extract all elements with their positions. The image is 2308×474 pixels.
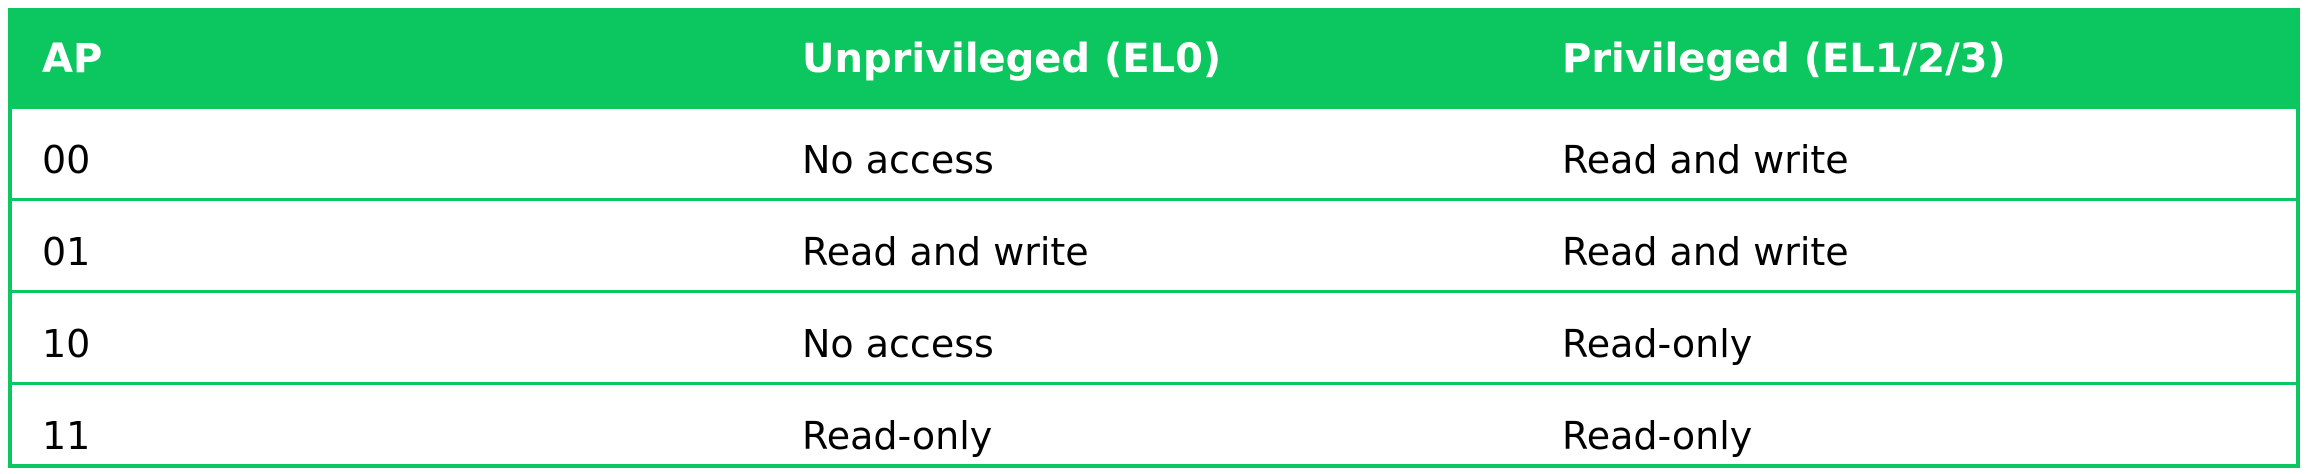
- header-privileged: Privileged (EL1/2/3): [1562, 36, 2006, 82]
- cell-ap: 11: [42, 413, 91, 458]
- cell-ap: 10: [42, 321, 91, 366]
- cell-ap: 01: [42, 229, 91, 274]
- cell-unprivileged: Read-only: [802, 413, 993, 458]
- table-row: 11 Read-only Read-only: [12, 382, 2296, 474]
- header-ap: AP: [42, 36, 103, 82]
- header-unprivileged: Unprivileged (EL0): [802, 36, 1222, 82]
- cell-unprivileged: Read and write: [802, 229, 1089, 274]
- table-row: 00 No access Read and write: [12, 106, 2296, 198]
- table-row: 10 No access Read-only: [12, 290, 2296, 382]
- cell-privileged: Read and write: [1562, 137, 1849, 182]
- cell-privileged: Read-only: [1562, 413, 1753, 458]
- cell-unprivileged: No access: [802, 137, 994, 182]
- ap-permissions-table: AP Unprivileged (EL0) Privileged (EL1/2/…: [8, 8, 2300, 468]
- table-header-row: AP Unprivileged (EL0) Privileged (EL1/2/…: [12, 12, 2296, 106]
- cell-unprivileged: No access: [802, 321, 994, 366]
- table-row: 01 Read and write Read and write: [12, 198, 2296, 290]
- cell-privileged: Read and write: [1562, 229, 1849, 274]
- cell-privileged: Read-only: [1562, 321, 1753, 366]
- cell-ap: 00: [42, 137, 91, 182]
